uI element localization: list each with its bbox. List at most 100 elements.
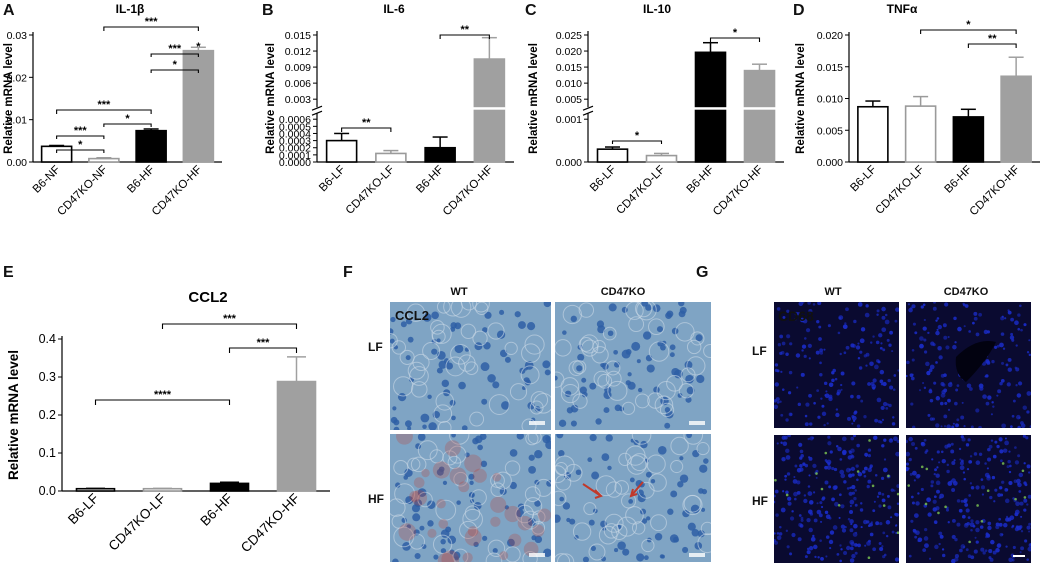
nucleus	[691, 529, 700, 537]
dapi-nucleus	[828, 485, 832, 489]
chart-il6: 0.00000.00010.00020.00030.00040.00050.00…	[265, 2, 514, 218]
bar-break-gap	[473, 107, 506, 110]
cell-outline	[635, 302, 653, 318]
nucleus	[431, 348, 438, 355]
nucleus	[449, 399, 456, 406]
cell-outline	[604, 513, 624, 533]
dapi-nucleus	[889, 385, 894, 390]
dapi-nucleus	[894, 319, 898, 323]
dapi-nucleus	[943, 425, 947, 428]
dapi-nucleus	[922, 326, 927, 331]
dapi-nucleus	[1000, 378, 1005, 383]
dapi-nucleus	[1008, 450, 1011, 453]
y-tick-label: 0.020	[556, 46, 582, 58]
dapi-nucleus	[1019, 501, 1024, 506]
dapi-nucleus	[939, 401, 944, 406]
dapi-nucleus	[970, 425, 974, 428]
dapi-nucleus	[812, 303, 816, 306]
dapi-nucleus	[940, 382, 945, 386]
cell-outline	[406, 303, 426, 322]
y-tick-label: 0.01	[7, 115, 28, 127]
x-tick-label: B6-HF	[943, 164, 975, 196]
dapi-nucleus	[824, 459, 828, 462]
nucleus	[482, 327, 488, 333]
y-tick-label: 0.005	[817, 125, 843, 137]
dapi-nucleus	[940, 392, 946, 398]
nucleus	[451, 415, 456, 421]
dapi-nucleus	[813, 401, 816, 405]
dapi-nucleus	[839, 458, 843, 461]
nucleus	[407, 336, 414, 343]
dapi-nucleus	[840, 524, 846, 529]
nucleus	[574, 535, 579, 540]
dapi-nucleus	[954, 401, 958, 406]
cell-outline	[611, 523, 628, 540]
cell-outline	[555, 553, 571, 562]
dapi-nucleus	[959, 548, 963, 553]
cd68-signal	[871, 484, 875, 488]
dapi-nucleus	[874, 418, 879, 423]
dapi-nucleus	[799, 456, 803, 460]
dapi-nucleus	[906, 360, 910, 365]
dapi-nucleus	[824, 480, 829, 485]
nucleus	[454, 556, 459, 561]
bar-b6-hf	[209, 482, 250, 492]
dapi-nucleus	[840, 383, 843, 387]
dapi-nucleus	[996, 394, 999, 397]
dapi-nucleus	[776, 535, 782, 540]
nucleus	[516, 509, 525, 518]
dapi-nucleus	[808, 500, 814, 505]
dapi-nucleus	[816, 509, 822, 515]
cell-outline	[432, 534, 453, 554]
y-tick-label: 0.0	[39, 484, 56, 498]
dapi-nucleus	[774, 532, 776, 535]
dapi-nucleus	[870, 521, 873, 524]
dapi-nucleus	[917, 537, 923, 543]
dapi-nucleus	[819, 351, 824, 355]
cell-outline	[533, 393, 551, 414]
dapi-nucleus	[969, 460, 973, 464]
dapi-nucleus	[936, 466, 939, 469]
dapi-nucleus	[1015, 525, 1019, 529]
dapi-nucleus	[880, 382, 884, 386]
nucleus	[468, 473, 475, 480]
dapi-nucleus	[986, 360, 991, 365]
dapi-nucleus	[889, 438, 893, 441]
dapi-nucleus	[931, 417, 936, 421]
y-tick-label: 0.0000	[279, 157, 311, 169]
dapi-nucleus	[815, 476, 818, 479]
cd68-signal	[882, 504, 886, 507]
significance-bracket	[103, 26, 199, 31]
cell-outline	[648, 341, 670, 362]
dapi-nucleus	[853, 411, 857, 415]
cell-outline	[408, 533, 426, 550]
bar-b6-lf	[75, 487, 116, 492]
bar-cd47ko-nf	[88, 157, 120, 163]
dapi-nucleus	[812, 534, 815, 538]
nucleus	[652, 304, 661, 313]
nucleus	[643, 555, 649, 561]
dapi-nucleus	[1015, 344, 1018, 347]
dapi-nucleus	[972, 321, 975, 325]
panel-label-e: E	[3, 264, 14, 281]
nucleus	[545, 436, 551, 442]
dapi-nucleus	[961, 401, 964, 404]
dapi-nucleus	[860, 502, 863, 505]
dapi-nucleus	[787, 435, 792, 438]
dapi-nucleus	[958, 508, 963, 513]
dapi-nucleus	[831, 371, 835, 375]
dapi-nucleus	[965, 508, 970, 513]
dapi-nucleus	[881, 327, 887, 333]
dapi-nucleus	[825, 535, 830, 539]
x-tick-label: B6-LF	[317, 164, 348, 195]
dapi-nucleus	[906, 462, 909, 466]
cd68-signal	[896, 531, 899, 535]
cell-outline	[560, 377, 580, 396]
nucleus	[674, 369, 683, 379]
dapi-nucleus	[831, 378, 835, 383]
ccl2-stain	[421, 468, 430, 478]
dapi-nucleus	[1001, 480, 1005, 484]
cell-outline	[460, 302, 478, 311]
dapi-nucleus	[946, 463, 950, 467]
dapi-nucleus	[1000, 332, 1005, 336]
